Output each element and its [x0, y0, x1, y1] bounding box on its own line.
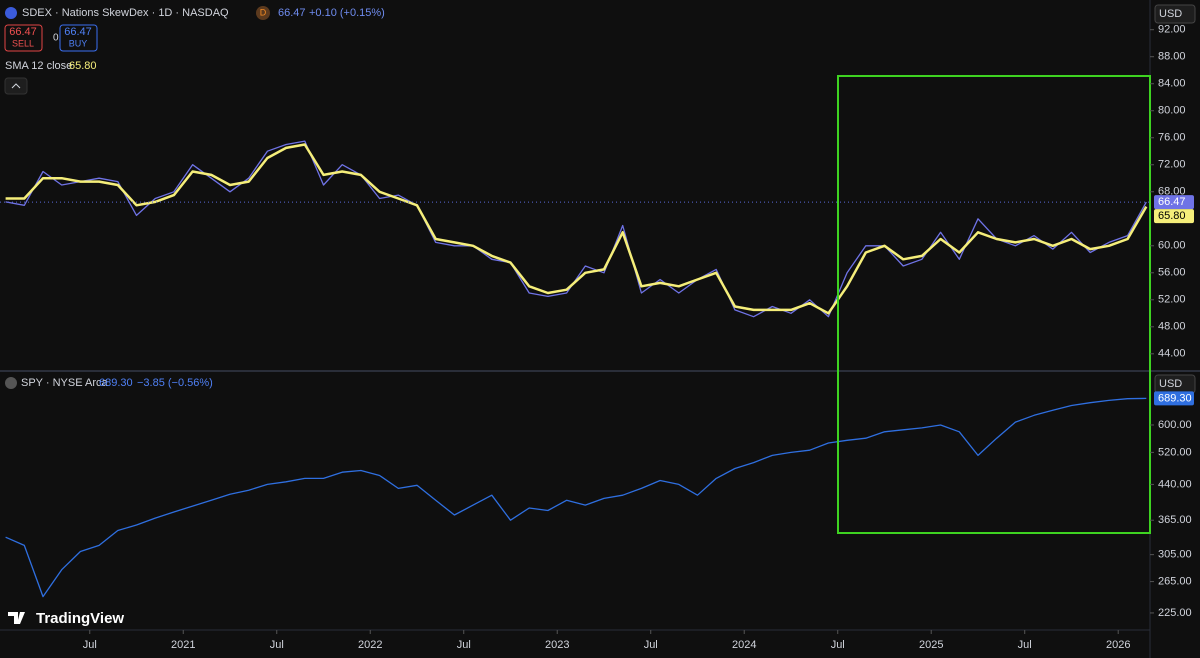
price-badge-label: 689.30 — [1158, 392, 1192, 404]
y-tick-label: 44.00 — [1158, 348, 1186, 360]
y-tick-label: 88.00 — [1158, 51, 1186, 63]
y-tick-label: 600.00 — [1158, 419, 1192, 431]
sell-price[interactable]: 66.47 — [9, 26, 37, 38]
buy-price[interactable]: 66.47 — [64, 26, 92, 38]
watermark: TradingView — [36, 610, 124, 627]
plot-area — [0, 140, 1150, 598]
y-tick-label: 265.00 — [1158, 575, 1192, 587]
x-tick-label: Jul — [831, 639, 845, 651]
change: −3.85 (−0.56%) — [137, 377, 213, 389]
y-tick-label: 60.00 — [1158, 240, 1186, 252]
series-line — [5, 397, 1147, 598]
series-line — [5, 143, 1148, 315]
price-badge — [1154, 195, 1194, 210]
x-tick-label: 2025 — [919, 639, 943, 651]
flag-icon — [5, 7, 17, 19]
x-tick-label: Jul — [270, 639, 284, 651]
symbol-title: SPY · NYSE Arca — [21, 377, 108, 389]
sma-name: SMA 12 close — [5, 60, 72, 72]
series-line — [5, 140, 1147, 318]
y-tick-label: 76.00 — [1158, 132, 1186, 144]
collapse-button[interactable] — [4, 77, 28, 95]
x-tick-label: 2023 — [545, 639, 569, 651]
symbol-title: SDEX · Nations SkewDex · 1D · NASDAQ — [22, 7, 229, 19]
logo-icon — [8, 612, 25, 624]
x-tick-label: Jul — [83, 639, 97, 651]
sma-badge-label: 65.80 — [1158, 210, 1186, 222]
y-tick-label: 520.00 — [1158, 446, 1192, 458]
interval-badge: D — [260, 7, 267, 17]
y-tick-label: 84.00 — [1158, 78, 1186, 90]
y-tick-label: 52.00 — [1158, 294, 1186, 306]
collapse-icon[interactable] — [11, 83, 21, 89]
x-tick-label: 2024 — [732, 639, 756, 651]
y-tick-label: 48.00 — [1158, 321, 1186, 333]
currency[interactable]: USD — [1159, 378, 1182, 390]
y-tick-label: 68.00 — [1158, 186, 1186, 198]
y-tick-label: 72.00 — [1158, 159, 1186, 171]
price: 689.30 — [99, 377, 133, 389]
y-tick-label: 92.00 — [1158, 24, 1186, 36]
sma-value: 65.80 — [69, 60, 97, 72]
x-tick-label: 2021 — [171, 639, 195, 651]
price: 66.47 — [278, 7, 306, 19]
price-badge-label: 66.47 — [1158, 196, 1186, 208]
x-tick-label: Jul — [644, 639, 658, 651]
y-tick-label: 56.00 — [1158, 267, 1186, 279]
x-tick-label: 2022 — [358, 639, 382, 651]
change: +0.10 (+0.15%) — [309, 7, 385, 19]
y-tick-label: 365.00 — [1158, 514, 1192, 526]
x-tick-label: Jul — [1018, 639, 1032, 651]
currency[interactable]: USD — [1159, 8, 1182, 20]
y-tick-label: 305.00 — [1158, 549, 1192, 561]
buy-button[interactable] — [59, 24, 98, 52]
price-badge — [1154, 391, 1194, 406]
sell-button[interactable] — [4, 24, 43, 52]
interval-badge-bg — [256, 6, 270, 20]
y-tick-label: 80.00 — [1158, 105, 1186, 117]
x-tick-label: 2026 — [1106, 639, 1130, 651]
highlight-box — [837, 75, 1151, 534]
currency-dropdown[interactable] — [1154, 4, 1196, 24]
sell-label[interactable]: SELL — [12, 38, 34, 48]
sma-badge — [1154, 209, 1194, 224]
x-tick-label: Jul — [457, 639, 471, 651]
y-tick-label: 225.00 — [1158, 607, 1192, 619]
buy-label[interactable]: BUY — [69, 38, 88, 48]
y-tick-label: 440.00 — [1158, 478, 1192, 490]
symbol-icon — [5, 377, 17, 389]
